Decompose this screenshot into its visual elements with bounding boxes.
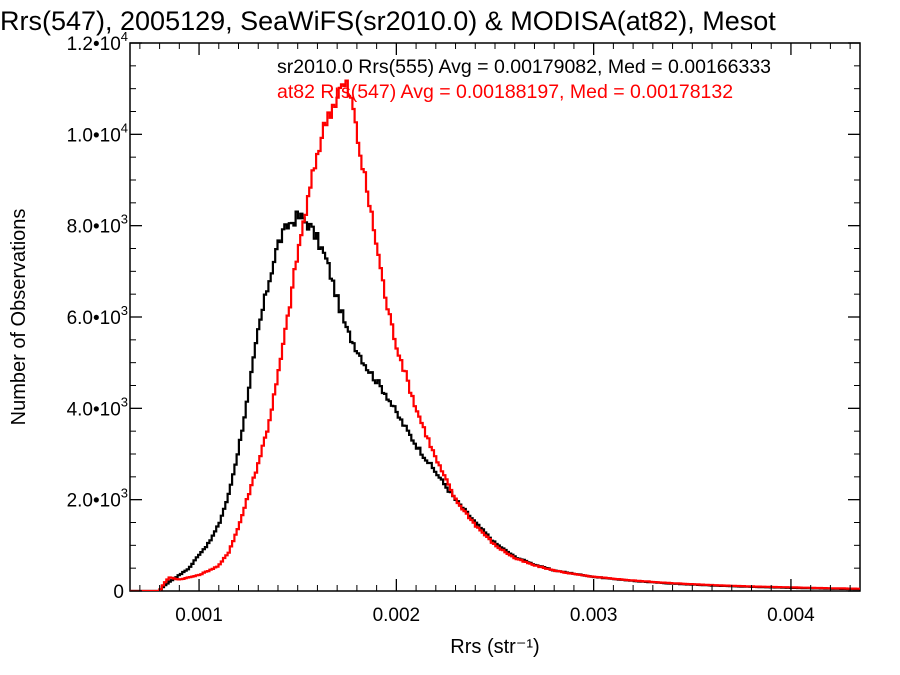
y-tick-label: 4.0•103 [67, 394, 128, 420]
plot-area: 0.001 0.002 0.003 0.004 0 2.0•103 4.0•103 6.0•… [67, 29, 861, 626]
plot-frame [129, 42, 861, 592]
y-tick-label: 1.0•104 [67, 120, 128, 146]
x-tick-label: 0.003 [570, 605, 618, 626]
x-tick-label: 0.004 [767, 605, 815, 626]
y-tick-label: 2.0•103 [67, 486, 128, 512]
y-axis-label: Number of Observations [8, 209, 30, 426]
y-axis-ticks: 0 2.0•103 4.0•103 6.0•103 8.0•103 1.0•104 1.2•… [67, 29, 860, 603]
y-tick-label: 0 [113, 582, 124, 603]
series-line-2 [130, 79, 860, 591]
x-axis-label: Rrs (str⁻¹) [450, 636, 539, 658]
x-axis-ticks: 0.001 0.002 0.003 0.004 [139, 43, 851, 626]
series-line-1 [130, 210, 860, 591]
stats-annotation-1: sr2010.0 Rrs(555) Avg = 0.00179082, Med … [277, 56, 771, 78]
y-tick-label: 8.0•103 [67, 212, 128, 238]
y-tick-label: 1.2•104 [67, 29, 128, 55]
series-layer [130, 79, 860, 591]
x-tick-label: 0.001 [175, 605, 223, 626]
stats-annotations: sr2010.0 Rrs(555) Avg = 0.00179082, Med … [277, 56, 771, 103]
y-tick-label: 6.0•103 [67, 303, 128, 329]
chart-title: Rrs(547), 2005129, SeaWiFS(sr2010.0) & M… [0, 6, 776, 36]
x-tick-label: 0.002 [373, 605, 421, 626]
stats-annotation-2: at82 Rrs(547) Avg = 0.00188197, Med = 0.… [277, 81, 733, 103]
